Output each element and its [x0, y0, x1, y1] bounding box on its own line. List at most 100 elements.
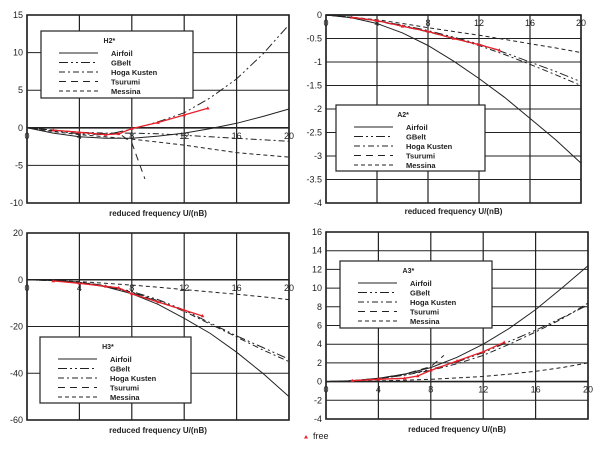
y-tick-label: -5 [15, 160, 23, 170]
y-tick-label: 2 [317, 358, 322, 368]
free-point [415, 373, 420, 378]
free-point [182, 308, 186, 312]
x-tick-label: 4 [376, 385, 381, 395]
series-airfoil [325, 14, 582, 164]
series-gbelt [325, 14, 582, 83]
y-tick-label: 10 [13, 48, 23, 58]
free-point [477, 42, 481, 46]
series-free [53, 107, 208, 136]
x-tick-label: 16 [525, 18, 535, 28]
free-point [116, 131, 121, 136]
x-tick-label: 8 [129, 131, 134, 141]
x-tick-label: 20 [284, 131, 294, 141]
free-point [429, 368, 433, 372]
x-tick-label: 0 [323, 18, 328, 28]
y-tick-label: -2 [314, 104, 322, 114]
legend-label: Tsurumi [410, 308, 439, 317]
legend-label: GBelt [410, 289, 431, 298]
y-tick-label: 10 [312, 283, 322, 293]
y-tick-label: -0.5 [306, 34, 322, 44]
legend-box [335, 104, 486, 172]
x-tick-label: 16 [232, 283, 242, 293]
x-tick-label: 4 [77, 131, 82, 141]
free-point [51, 278, 55, 283]
free-point [376, 377, 381, 381]
x-tick-label: 8 [425, 18, 430, 28]
free-point [103, 284, 108, 288]
free-point [205, 106, 210, 110]
y-tick-label: 0 [317, 10, 322, 20]
free-point [455, 359, 459, 363]
legend-label: Airfoil [406, 123, 428, 132]
x-tick-label: 0 [24, 283, 29, 293]
legend-box [339, 260, 493, 329]
y-tick-label: 15 [13, 10, 23, 20]
series-free [352, 341, 505, 382]
footer-legend: free [304, 431, 329, 441]
x-axis-label: reduced frequency U/(nB) [408, 425, 506, 434]
series-messina [26, 279, 290, 301]
x-tick-label: 0 [323, 385, 328, 395]
y-tick-label: -10 [10, 198, 23, 208]
x-tick-label: 12 [179, 283, 189, 293]
free-point [481, 349, 485, 353]
legend-label: Messina [410, 317, 440, 326]
legend-label: Tsurumi [406, 152, 435, 161]
free-point [502, 340, 506, 344]
free-point [77, 281, 82, 285]
y-tick-label: 5 [18, 85, 23, 95]
y-tick-label: -4 [314, 414, 322, 424]
y-tick-label: -4 [314, 198, 322, 208]
x-tick-label: 12 [478, 385, 488, 395]
y-tick-label: 6 [317, 321, 322, 331]
legend-label: Tsurumi [111, 78, 140, 87]
legend-label: Hoga Kusten [110, 374, 157, 383]
y-tick-label: -3 [314, 151, 322, 161]
legend-label: Airfoil [111, 49, 133, 58]
series-tsurumi [26, 279, 159, 302]
legend-box [39, 336, 192, 404]
legend-label: Hoga Kusten [406, 142, 453, 151]
y-tick-label: 4 [317, 339, 322, 349]
free-point [426, 29, 430, 33]
y-tick-label: -2.5 [306, 128, 322, 138]
free-marker-icon [304, 435, 308, 439]
free-point [400, 24, 405, 28]
x-tick-label: 20 [576, 18, 586, 28]
series-tsurumi [325, 14, 454, 39]
legend-label: Hoga Kusten [111, 68, 158, 77]
subplot-a2: -4-3.5-3-2.5-2-1.5-1-0.500 4 8 12 16 20reduce… [306, 10, 586, 216]
series-tsurumi [325, 355, 445, 383]
free-point [451, 36, 456, 40]
x-tick-label: 20 [284, 283, 294, 293]
footer-legend-label: free [313, 431, 329, 441]
legend-label: GBelt [111, 59, 132, 68]
y-tick-label: -40 [10, 368, 23, 378]
y-tick-label: -20 [10, 322, 23, 332]
y-tick-label: -2 [314, 395, 322, 405]
free-point [116, 285, 121, 290]
plot-area [26, 232, 290, 421]
x-tick-label: 8 [129, 283, 134, 293]
free-point [182, 113, 186, 117]
y-tick-label: 0 [18, 275, 23, 285]
plot-area [325, 14, 582, 204]
x-axis-label: reduced frequency U/(nB) [405, 207, 503, 216]
free-point [103, 132, 108, 136]
legend-title: H2* [104, 38, 116, 45]
legend-label: Messina [406, 161, 436, 170]
y-tick-label: -60 [10, 415, 23, 425]
y-tick-label: 16 [312, 227, 322, 237]
legend-label: Airfoil [410, 279, 432, 288]
x-axis-label: reduced frequency U/(nB) [109, 209, 207, 218]
free-point [77, 130, 82, 134]
free-point [51, 128, 55, 132]
legend-title: A3* [403, 268, 415, 275]
subplot-h3: -60 -40 -20 0 20 0 4 8 12 16 20 reduced frequency U… [10, 228, 294, 435]
y-tick-label: 8 [317, 302, 322, 312]
free-point [349, 15, 354, 19]
series-messina [325, 362, 589, 383]
free-point [156, 299, 160, 304]
